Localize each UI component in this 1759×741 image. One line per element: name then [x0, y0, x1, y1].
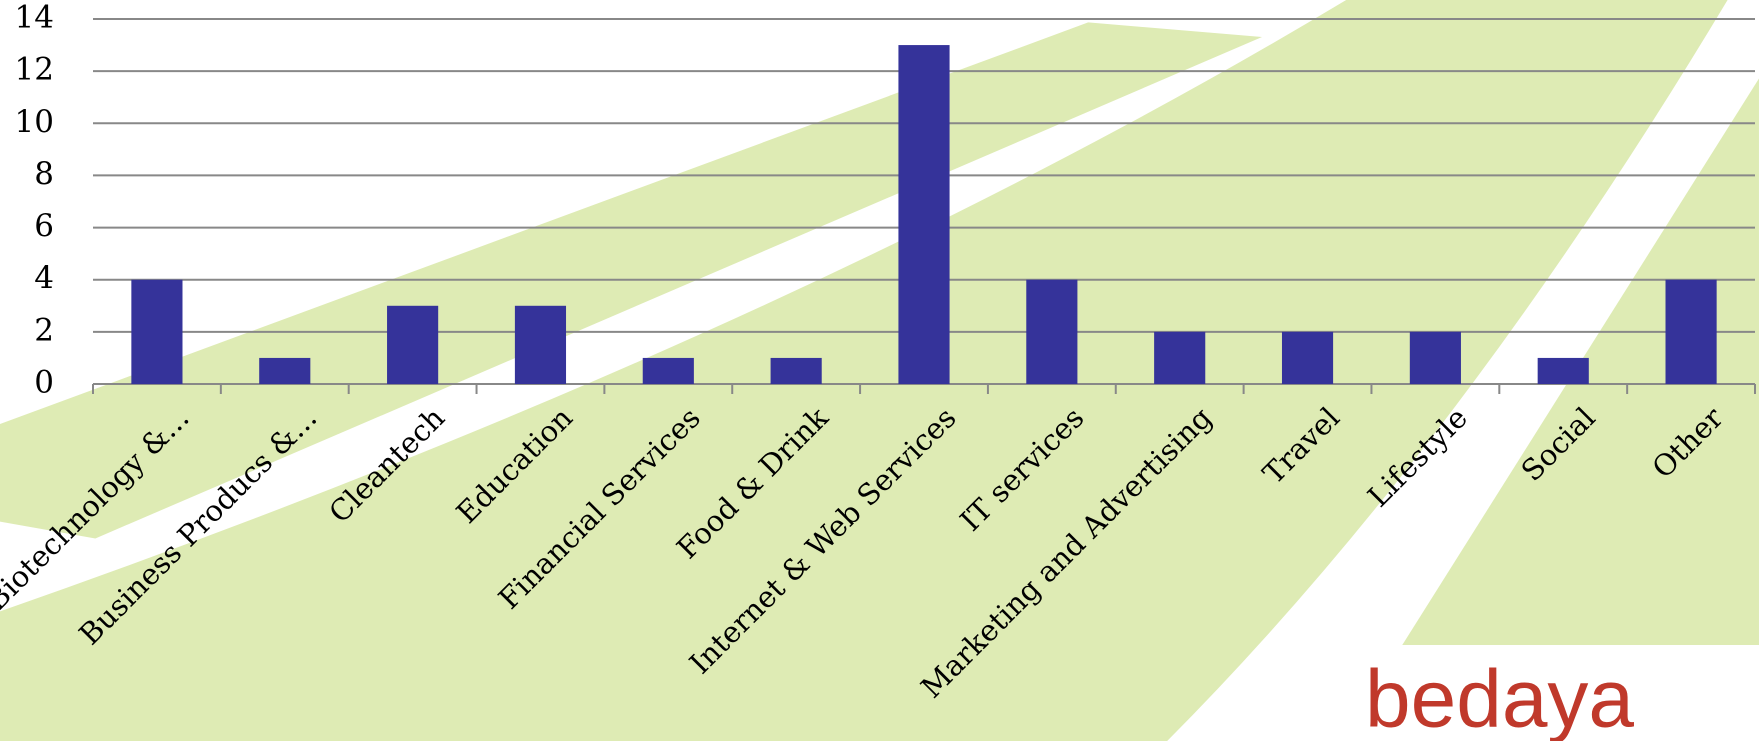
y-tick-label: 12: [15, 52, 54, 88]
y-tick-label: 14: [15, 0, 54, 36]
y-tick-label: 4: [34, 260, 54, 296]
bar: [1281, 331, 1334, 384]
bar: [514, 305, 567, 384]
y-tick-label: 6: [34, 208, 54, 244]
bar: [642, 357, 694, 384]
y-tick-label: 8: [34, 156, 54, 192]
bar: [1537, 357, 1589, 384]
bar: [898, 45, 950, 384]
logo: bedaya: [1365, 654, 1634, 741]
y-tick-label: 10: [15, 104, 54, 140]
y-tick-label: 0: [34, 365, 54, 401]
bar: [131, 279, 183, 384]
bar: [1409, 331, 1461, 384]
y-tick-label: 2: [34, 312, 54, 348]
bar: [1665, 279, 1717, 384]
bar: [259, 357, 311, 384]
bar: [1154, 331, 1206, 384]
bar: [387, 305, 439, 384]
bar: [1026, 279, 1078, 384]
bar: [770, 357, 822, 384]
